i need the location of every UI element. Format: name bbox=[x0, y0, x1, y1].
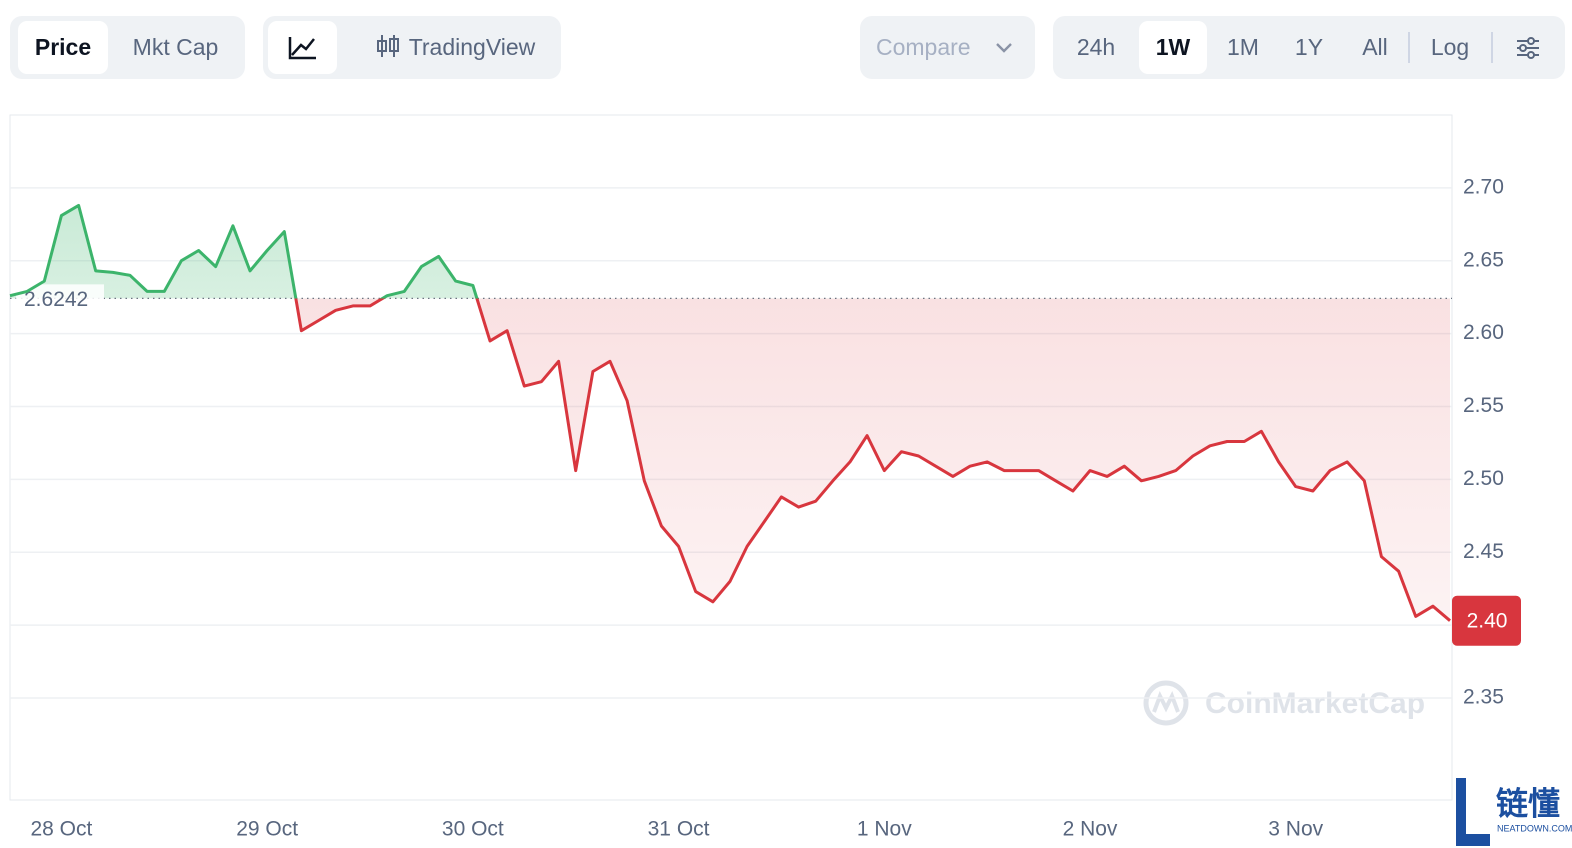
x-tick-label: 3 Nov bbox=[1268, 818, 1323, 841]
y-tick-label: 2.65 bbox=[1463, 248, 1504, 271]
settings-icon[interactable] bbox=[1515, 36, 1541, 60]
compare-label: Compare bbox=[876, 34, 971, 60]
separator bbox=[1408, 32, 1410, 63]
y-tick-label: 2.70 bbox=[1463, 175, 1504, 198]
compare-dropdown[interactable]: Compare bbox=[860, 16, 1035, 79]
x-tick-label: 30 Oct bbox=[442, 818, 504, 841]
y-tick-label: 2.55 bbox=[1463, 394, 1504, 417]
x-tick-label: 28 Oct bbox=[30, 818, 92, 841]
tradingview-button[interactable]: TradingView bbox=[355, 21, 555, 74]
area bbox=[10, 205, 1450, 621]
x-tick-label: 29 Oct bbox=[236, 818, 298, 841]
range-button[interactable]: 1W bbox=[1139, 21, 1207, 74]
y-tick-label: 2.35 bbox=[1463, 686, 1504, 709]
tradingview-label: TradingView bbox=[408, 34, 536, 60]
watermark-text: CoinMarketCap bbox=[1205, 687, 1425, 720]
range-button[interactable]: 1M bbox=[1227, 34, 1259, 60]
separator bbox=[1491, 32, 1493, 63]
logo: 链懂 NEATDOWN.COM bbox=[1456, 778, 1572, 846]
x-tick-label: 2 Nov bbox=[1063, 818, 1118, 841]
logo-text: 链懂 bbox=[1496, 785, 1560, 821]
x-tick-label: 31 Oct bbox=[648, 818, 710, 841]
tab-group: Price Mkt Cap bbox=[10, 16, 245, 79]
tab[interactable]: Price bbox=[18, 21, 108, 74]
price-line bbox=[9, 203, 1451, 622]
log-button[interactable]: Log bbox=[1430, 34, 1470, 60]
range-button[interactable]: 1Y bbox=[1294, 34, 1324, 60]
range-group: 24h 1W 1M 1Y All Log bbox=[1053, 16, 1565, 79]
price-tag bbox=[1452, 595, 1521, 646]
line-view-button[interactable] bbox=[268, 21, 337, 74]
plot-frame bbox=[9, 114, 1453, 801]
candle-icon bbox=[376, 35, 399, 57]
baseline-label: 2.6242 bbox=[24, 288, 88, 311]
chevron bbox=[996, 43, 1012, 53]
y-tick-label: 2.60 bbox=[1463, 321, 1504, 344]
x-tick-label: 1 Nov bbox=[857, 818, 912, 841]
logo-sub: NEATDOWN.COM bbox=[1497, 823, 1572, 833]
range-button[interactable]: 24h bbox=[1076, 34, 1116, 60]
y-tick-label: 2.45 bbox=[1463, 540, 1504, 563]
line-icon bbox=[288, 37, 316, 60]
tab[interactable]: Mkt Cap bbox=[132, 34, 219, 60]
view-group: TradingView bbox=[263, 16, 561, 79]
price-tag-label: 2.40 bbox=[1467, 609, 1508, 632]
y-tick-label: 2.50 bbox=[1463, 467, 1504, 490]
watermark: CoinMarketCap bbox=[1143, 680, 1425, 726]
range-button[interactable]: All bbox=[1362, 34, 1388, 60]
